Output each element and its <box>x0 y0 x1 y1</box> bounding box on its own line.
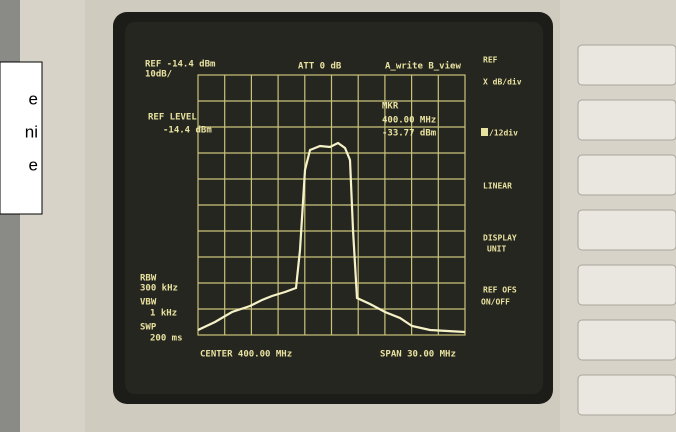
softkey-label: LINEAR <box>483 182 512 191</box>
trace <box>197 141 466 334</box>
swp-label: SWP <box>140 323 157 333</box>
softkey-label: DISPLAY <box>483 234 517 243</box>
scale-text: 10dB/ <box>145 70 172 80</box>
vbw-value: 1 kHz <box>150 309 177 319</box>
softkey-buttons <box>577 44 676 416</box>
ref-text: REF -14.4 dBm <box>145 60 216 70</box>
overlay-box <box>0 61 43 215</box>
span-text: SPAN 30.00 MHz <box>380 350 456 360</box>
att-text: ATT 0 dB <box>298 62 342 72</box>
softkey-label: X dB/div <box>483 77 522 87</box>
center-text: CENTER 400.00 MHz <box>200 350 292 360</box>
screen <box>125 22 543 394</box>
marker-level: -33.77 dBm <box>382 129 437 139</box>
trace-mode: A_write B_view <box>385 61 461 72</box>
highlight <box>481 128 488 136</box>
vbw-label: VBW <box>140 298 157 308</box>
ref-level-label: REF LEVEL <box>148 113 197 123</box>
softkey-label: UNIT <box>487 245 506 254</box>
overlay-text: e <box>29 89 38 108</box>
ref-level-value: -14.4 dBm <box>163 126 212 136</box>
marker-freq: 400.00 MHz <box>382 116 436 126</box>
grid <box>197 74 466 336</box>
softkey-label: /12div <box>489 128 518 138</box>
softkey-label: ON/OFF <box>481 298 510 307</box>
softkey-label: REF OFS <box>483 286 517 295</box>
marker-label: MKR <box>382 102 399 112</box>
overlay-text: ni <box>25 122 38 141</box>
rbw-label: RBW <box>140 274 157 284</box>
softkey-label: REF <box>483 56 498 65</box>
overlay-text: e <box>29 155 38 174</box>
rbw-value: 300 kHz <box>140 284 178 294</box>
swp-value: 200 ms <box>150 334 183 344</box>
